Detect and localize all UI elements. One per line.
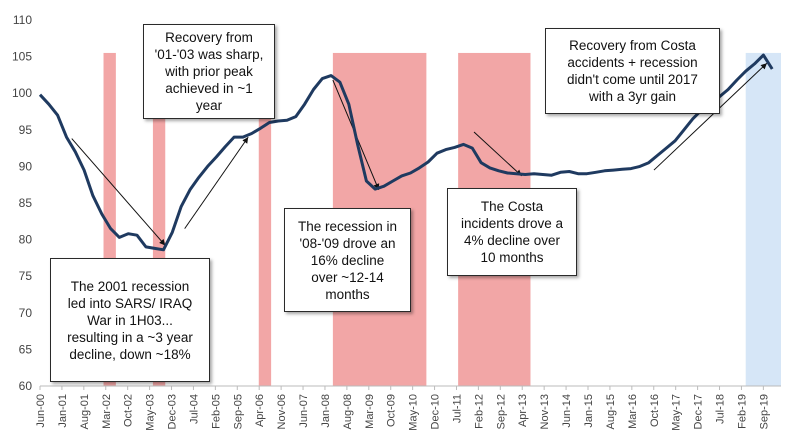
x-tick-label: Mar-16	[627, 394, 639, 429]
annotation-recovery-01-03: Recovery from '01-'03 was sharp, with pr…	[143, 24, 275, 119]
x-tick-label: Dec-03	[167, 394, 179, 429]
x-tick-label: Jun-00	[35, 394, 47, 428]
y-tick-label: 105	[12, 50, 32, 64]
x-tick-label: Mar-09	[364, 394, 376, 429]
annotation-arrow	[473, 131, 522, 177]
x-tick-label: Aug-08	[342, 394, 354, 429]
shaded-period-recession-2	[258, 52, 272, 386]
annotation-arrow	[184, 136, 249, 229]
y-tick-label: 75	[19, 269, 33, 283]
annotation-2001-recession: The 2001 recession led into SARS/ IRAQ W…	[50, 258, 210, 382]
x-tick-label: Jan-15	[583, 394, 595, 428]
x-tick-label: Oct-02	[123, 394, 135, 427]
x-tick-label: Jul-18	[715, 394, 727, 424]
x-tick-label: Sep-12	[495, 394, 507, 429]
x-tick-label: Sep-19	[758, 394, 770, 429]
shaded-period-current-5	[745, 52, 781, 386]
annotation-arrow	[653, 62, 768, 171]
x-tick-label: Feb-12	[473, 394, 485, 429]
x-tick-label: Mar-02	[101, 394, 113, 429]
x-tick-label: Aug-01	[79, 394, 91, 429]
y-tick-label: 95	[19, 123, 33, 137]
x-tick-label: Nov-06	[276, 394, 288, 429]
y-tick-label: 110	[13, 13, 32, 27]
y-tick-label: 85	[19, 196, 33, 210]
x-tick-label: Apr-13	[517, 394, 529, 427]
x-tick-label: Nov-13	[539, 394, 551, 429]
x-tick-label: Jun-14	[561, 394, 573, 428]
x-tick-label: Oct-09	[386, 394, 398, 427]
y-tick-label: 90	[19, 159, 33, 173]
x-tick-label: May-03	[145, 394, 157, 431]
x-tick-label: May-17	[671, 394, 683, 431]
y-tick-label: 65	[19, 342, 33, 356]
annotation-costa-incidents: The Costa incidents drove a 4% decline o…	[447, 188, 577, 276]
x-tick-label: May-10	[408, 394, 420, 431]
series-line	[38, 53, 774, 252]
annotation-08-09-recession: The recession in '08-'09 drove an 16% de…	[284, 208, 411, 312]
x-tick-label: Aug-15	[605, 394, 617, 429]
x-tick-label: Jan-01	[57, 394, 69, 428]
y-tick-label: 70	[19, 306, 33, 320]
axes: 60 65 70 75 80 85 90 95 100 105 110 Jun-00 Jan-01 Aug…	[12, 13, 781, 431]
x-tick-label: Dec-17	[693, 394, 705, 429]
x-tick-label: Jul-04	[188, 394, 200, 424]
y-tick-label: 80	[19, 233, 33, 247]
x-tick-label: Jun-07	[298, 394, 310, 428]
y-tick-label: 60	[19, 379, 33, 393]
annotation-costa-recovery: Recovery from Costa accidents + recessio…	[545, 28, 720, 114]
x-tick-label: Jul-11	[451, 394, 463, 423]
x-tick-label: Jan-08	[320, 394, 332, 428]
y-tick-label: 100	[12, 86, 32, 100]
x-tick-label: Apr-06	[254, 394, 266, 427]
x-tick-label: Oct-16	[649, 394, 661, 427]
annotation-arrow	[71, 138, 166, 246]
x-tick-label: Dec-10	[430, 394, 442, 429]
x-tick-label: Sep-05	[232, 394, 244, 429]
x-tick-label: Feb-05	[210, 394, 222, 429]
x-tick-label: Feb-19	[736, 394, 748, 429]
